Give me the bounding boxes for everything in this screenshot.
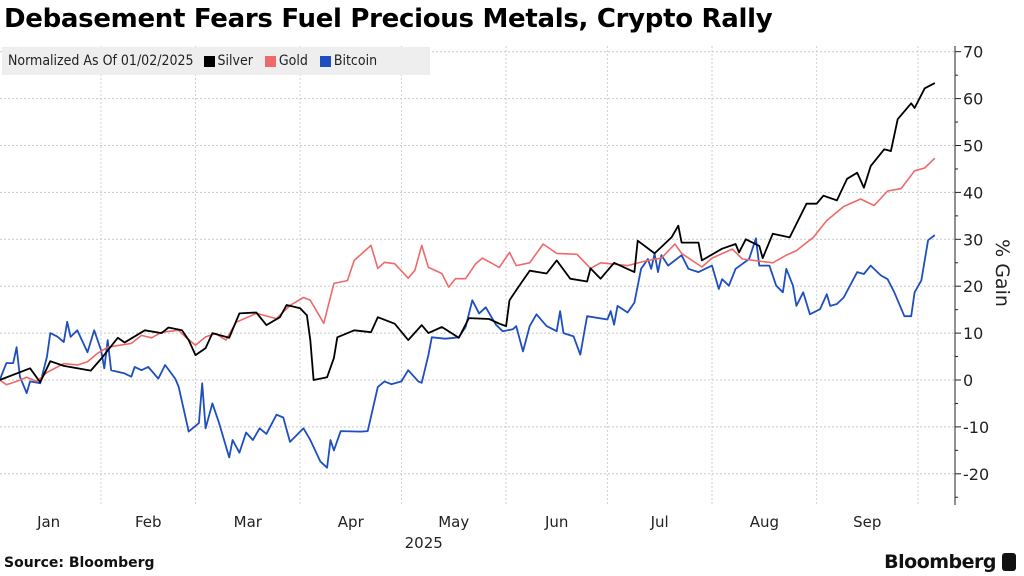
y-tick-label: 40 (963, 183, 983, 202)
legend-swatch-silver (203, 55, 215, 67)
y-tick-label: 30 (963, 230, 983, 249)
x-tick-label: Sep (853, 513, 881, 531)
brand-name: Bloomberg (884, 551, 996, 573)
x-tick-label: May (438, 513, 469, 531)
bloomberg-logo: Bloomberg (884, 551, 1016, 573)
x-tick-label: Feb (135, 513, 162, 531)
y-tick-label: -20 (963, 465, 989, 484)
x-year-label: 2025 (405, 534, 443, 552)
grid (0, 46, 955, 505)
x-tick-label: Jan (36, 513, 60, 531)
y-tick-label: 70 (963, 43, 983, 62)
legend-label-silver: Silver (217, 53, 253, 69)
series-line-gold (0, 157, 936, 386)
series-line-bitcoin (0, 234, 936, 469)
legend-normalization-note: Normalized As Of 01/02/2025 (8, 53, 194, 69)
legend-item-gold: Gold (264, 53, 308, 69)
y-tick-label: 50 (963, 137, 983, 156)
y-tick-label: 0 (963, 371, 973, 390)
legend-label-gold: Gold (278, 53, 308, 69)
series-lines (0, 82, 936, 469)
legend-swatch-bitcoin (319, 55, 331, 67)
x-tick-label: Jun (544, 513, 568, 531)
x-tick-label: Jul (650, 513, 669, 531)
y-axis: -20 -10 0 10 20 30 40 50 60 70 (954, 43, 989, 505)
y-tick-label: 20 (963, 277, 983, 296)
chart-title: Debasement Fears Fuel Precious Metals, C… (4, 4, 773, 34)
x-tick-label: Apr (338, 513, 365, 531)
y-tick-label: 10 (963, 324, 983, 343)
x-axis: Jan Feb Mar Apr May Jun Jul Aug Sep 2025 (36, 513, 881, 552)
legend: Normalized As Of 01/02/2025 Silver Gold … (2, 47, 430, 75)
x-tick-label: Mar (234, 513, 263, 531)
y-tick-label: 60 (963, 90, 983, 109)
bloomberg-terminal-icon (1002, 553, 1016, 571)
x-tick-label: Aug (750, 513, 779, 531)
legend-swatch-gold (264, 55, 276, 67)
source-note: Source: Bloomberg (4, 555, 155, 571)
y-tick-label: -10 (963, 418, 989, 437)
series-line-silver (0, 82, 936, 384)
legend-label-bitcoin: Bitcoin (333, 53, 378, 69)
legend-item-bitcoin: Bitcoin (319, 53, 378, 69)
y-axis-label: % Gain (991, 239, 1013, 307)
legend-item-silver: Silver (203, 53, 253, 69)
